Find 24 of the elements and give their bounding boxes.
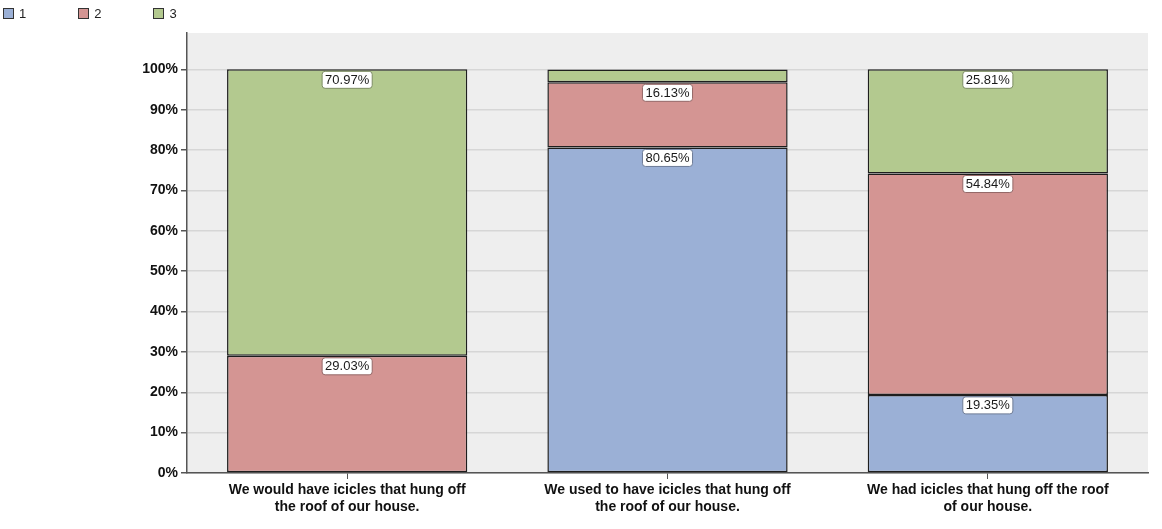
- data-label: 19.35%: [965, 397, 1011, 413]
- y-tick-label: 40%: [149, 302, 179, 319]
- y-tick-label: 10%: [149, 423, 179, 440]
- y-tick-label: 20%: [149, 383, 179, 400]
- x-tick-label: We used to have icicles that hung off the roof of our house.: [544, 480, 791, 515]
- legend-label: 2: [94, 6, 102, 21]
- y-tick-label: 80%: [149, 140, 179, 157]
- y-tick-label: 0%: [157, 463, 179, 480]
- x-tick-label: We had icicles that hung off the roof of our house.: [867, 480, 1109, 515]
- y-tick-label: 60%: [149, 221, 179, 238]
- data-label: 54.84%: [965, 176, 1011, 192]
- data-label: 16.13%: [645, 84, 690, 100]
- data-label: 70.97%: [325, 71, 370, 87]
- data-label: 29.03%: [325, 358, 370, 374]
- x-tick-label: We would have icicles that hung off the roof of our house.: [228, 480, 466, 515]
- data-label: 80.65%: [645, 150, 690, 166]
- y-tick-label: 30%: [149, 342, 179, 359]
- data-label: 25.81%: [965, 71, 1011, 87]
- y-tick-label: 100%: [142, 60, 179, 77]
- legend-label: 1: [19, 6, 27, 21]
- y-tick-label: 50%: [149, 262, 179, 279]
- y-tick-label: 70%: [149, 181, 179, 198]
- legend-label: 3: [169, 6, 177, 21]
- y-tick-label: 90%: [149, 100, 179, 117]
